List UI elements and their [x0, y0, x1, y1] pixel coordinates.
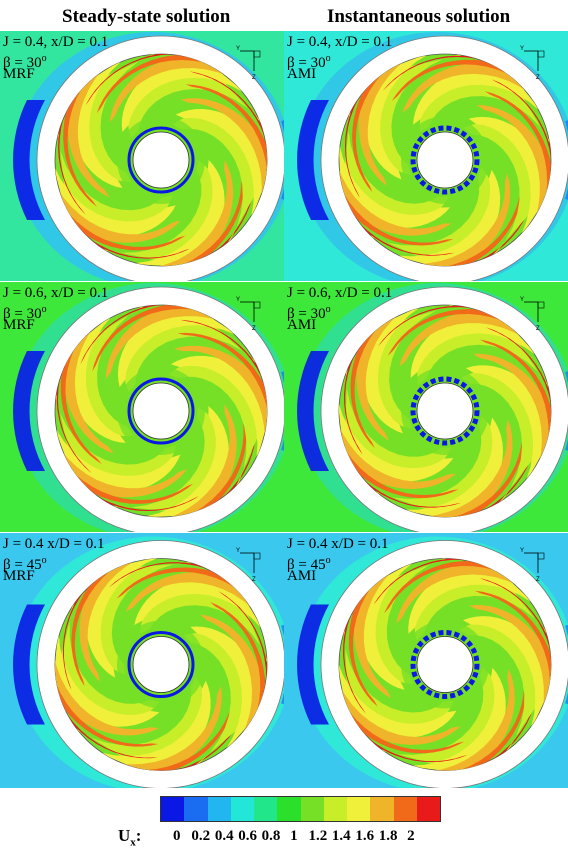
panel-method-label: AMI	[287, 317, 317, 333]
panel-method-label: MRF	[3, 66, 35, 82]
colorbar-tick: 2	[407, 828, 415, 844]
colorbar-swatch	[161, 797, 185, 821]
svg-text:Z: Z	[536, 326, 540, 332]
contour-panel-6: J = 0.4 x/D = 0.1 β = 45o AMI Y Z	[284, 533, 568, 788]
colorbar-tick: 1.2	[308, 828, 328, 844]
panel-method-label: AMI	[287, 568, 317, 584]
panel-beta-label: β = 30o	[3, 304, 47, 322]
svg-text:Z: Z	[536, 577, 540, 583]
svg-text:Y: Y	[236, 297, 240, 303]
colorbar-tick: 0.4	[214, 828, 234, 844]
colorbar-tick: 1.8	[378, 828, 398, 844]
colorbar-tick: 0	[173, 828, 181, 844]
contour-panel-1: J = 0.4, x/D = 0.1 β = 30o MRF Y Z	[0, 31, 284, 281]
colorbar-swatch	[416, 797, 440, 821]
panel-beta-label: β = 45o	[3, 555, 47, 573]
colorbar-swatch	[393, 797, 417, 821]
colorbar-swatch	[207, 797, 231, 821]
colorbar-swatch	[323, 797, 347, 821]
panel-method-label: MRF	[3, 568, 35, 584]
contour-panel-5: J = 0.4 x/D = 0.1 β = 45o MRF Y Z	[0, 533, 284, 788]
panel-case-label: J = 0.4, x/D = 0.1	[3, 34, 109, 50]
panel-beta-label: β = 45o	[287, 555, 331, 573]
colorbar-tick: 0.8	[261, 828, 281, 844]
svg-text:Z: Z	[536, 75, 540, 81]
panel-case-label: J = 0.4, x/D = 0.1	[287, 34, 393, 50]
colorbar-tick: 1	[290, 828, 298, 844]
contour-panel-2: J = 0.4, x/D = 0.1 β = 30o AMI Y Z	[284, 31, 568, 281]
svg-text:Z: Z	[252, 326, 256, 332]
svg-text:Y: Y	[520, 297, 524, 303]
contour-panel-4: J = 0.6, x/D = 0.1 β = 30o AMI Y Z	[284, 282, 568, 532]
colorbar-tick: 1.6	[355, 828, 375, 844]
title-instantaneous: Instantaneous solution	[327, 6, 511, 27]
svg-text:Y: Y	[236, 46, 240, 52]
panel-case-label: J = 0.6, x/D = 0.1	[287, 285, 393, 301]
panel-case-label: J = 0.4 x/D = 0.1	[287, 536, 389, 552]
svg-text:Y: Y	[520, 46, 524, 52]
panel-case-label: J = 0.4 x/D = 0.1	[3, 536, 105, 552]
colorbar-swatch	[254, 797, 278, 821]
colorbar-swatch	[230, 797, 254, 821]
panel-method-label: MRF	[3, 317, 35, 333]
colorbar-tick: 0.2	[191, 828, 211, 844]
colorbar-swatch	[370, 797, 394, 821]
colorbar-swatch	[277, 797, 301, 821]
colorbar-tick: 0.6	[238, 828, 257, 844]
panel-beta-label: β = 30o	[3, 53, 47, 71]
colorbar	[160, 796, 441, 822]
colorbar-swatch	[347, 797, 371, 821]
panel-case-label: J = 0.6, x/D = 0.1	[3, 285, 109, 301]
panel-beta-label: β = 30o	[287, 304, 331, 322]
svg-text:Z: Z	[252, 577, 256, 583]
contour-panel-3: J = 0.6, x/D = 0.1 β = 30o MRF Y Z	[0, 282, 284, 532]
svg-text:Z: Z	[252, 75, 256, 81]
title-steady: Steady-state solution	[62, 6, 231, 27]
panel-beta-label: β = 30o	[287, 53, 331, 71]
colorbar-label: Ux:	[118, 826, 142, 849]
colorbar-swatch	[300, 797, 324, 821]
colorbar-swatch	[184, 797, 208, 821]
svg-text:Y: Y	[520, 548, 524, 554]
svg-text:Y: Y	[236, 548, 240, 554]
panel-method-label: AMI	[287, 66, 317, 82]
colorbar-tick: 1.4	[331, 828, 351, 844]
